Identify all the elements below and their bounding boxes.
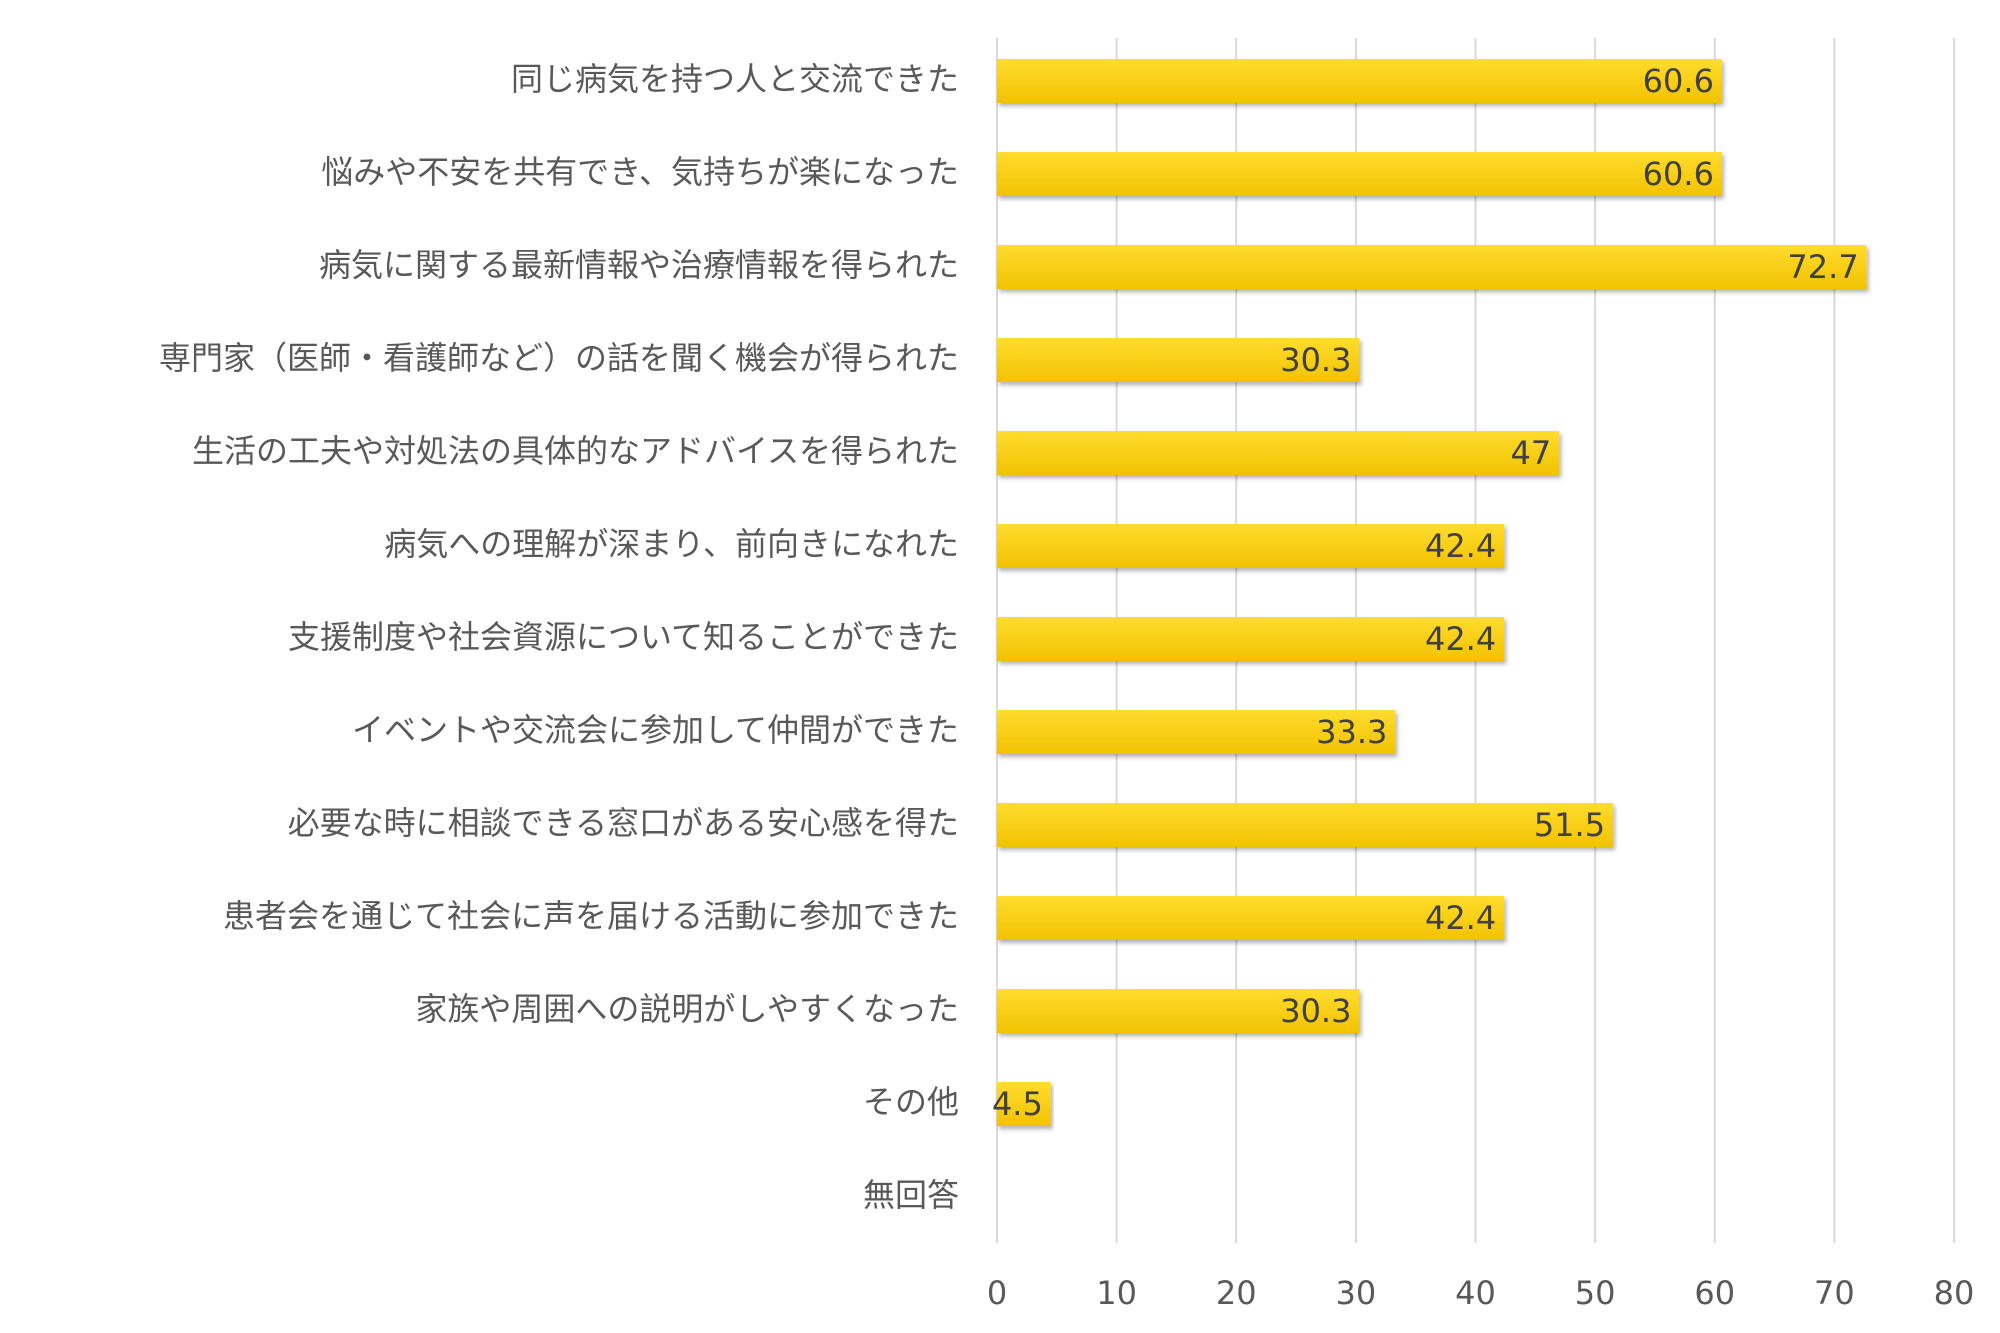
x-tick-label: 20 [1216, 1274, 1257, 1312]
y-tick-label: 専門家（医師・看護師など）の話を聞く機会が得られた [159, 339, 959, 377]
bar [997, 617, 1505, 661]
x-tick-label: 0 [987, 1274, 1007, 1312]
y-tick-label: 生活の工夫や対処法の具体的なアドバイスを得られた [192, 432, 959, 470]
x-tick-label: 50 [1575, 1274, 1616, 1312]
bar [997, 152, 1722, 196]
data-label: 47 [1511, 434, 1552, 472]
data-label: 30.3 [1280, 341, 1351, 379]
x-tick-label: 40 [1455, 1274, 1496, 1312]
y-tick-label: イベントや交流会に参加して仲間ができた [352, 711, 959, 749]
data-label: 60.6 [1643, 155, 1714, 193]
y-tick-label: その他 [863, 1083, 959, 1121]
y-tick-label: 悩みや不安を共有でき、気持ちが楽になった [321, 153, 959, 191]
bar [997, 896, 1505, 940]
bar [997, 524, 1505, 568]
bar [997, 803, 1614, 847]
y-tick-label: 同じ病気を持つ人と交流できた [511, 60, 959, 98]
x-tick-label: 60 [1694, 1274, 1735, 1312]
y-tick-label: 無回答 [863, 1176, 959, 1214]
data-label: 51.5 [1534, 806, 1605, 844]
bar [997, 338, 1360, 382]
x-tick-label: 30 [1336, 1274, 1377, 1312]
data-label: 72.7 [1787, 248, 1858, 286]
bar [997, 710, 1396, 754]
bar [997, 59, 1722, 103]
bar [997, 431, 1560, 475]
x-tick-label: 70 [1814, 1274, 1855, 1312]
bar [997, 989, 1360, 1033]
y-tick-label: 必要な時に相談できる窓口がある安心感を得た [288, 804, 959, 842]
data-label: 42.4 [1425, 527, 1496, 565]
data-label: 30.3 [1280, 992, 1351, 1030]
data-label: 42.4 [1425, 620, 1496, 658]
y-tick-label: 家族や周囲への説明がしやすくなった [415, 990, 959, 1028]
x-tick-label: 10 [1096, 1274, 1137, 1312]
bar [997, 1082, 1051, 1126]
y-tick-label: 支援制度や社会資源について知ることができた [288, 618, 959, 656]
x-tick-label: 80 [1934, 1274, 1975, 1312]
data-label: 33.3 [1316, 713, 1387, 751]
bar [997, 245, 1867, 289]
y-tick-label: 病気に関する最新情報や治療情報を得られた [319, 246, 959, 284]
data-label: 4.5 [992, 1085, 1043, 1123]
data-label: 60.6 [1643, 62, 1714, 100]
y-tick-label: 患者会を通じて社会に声を届ける活動に参加できた [223, 897, 959, 935]
y-tick-label: 病気への理解が深まり、前向きになれた [384, 525, 959, 563]
data-label: 42.4 [1425, 899, 1496, 937]
